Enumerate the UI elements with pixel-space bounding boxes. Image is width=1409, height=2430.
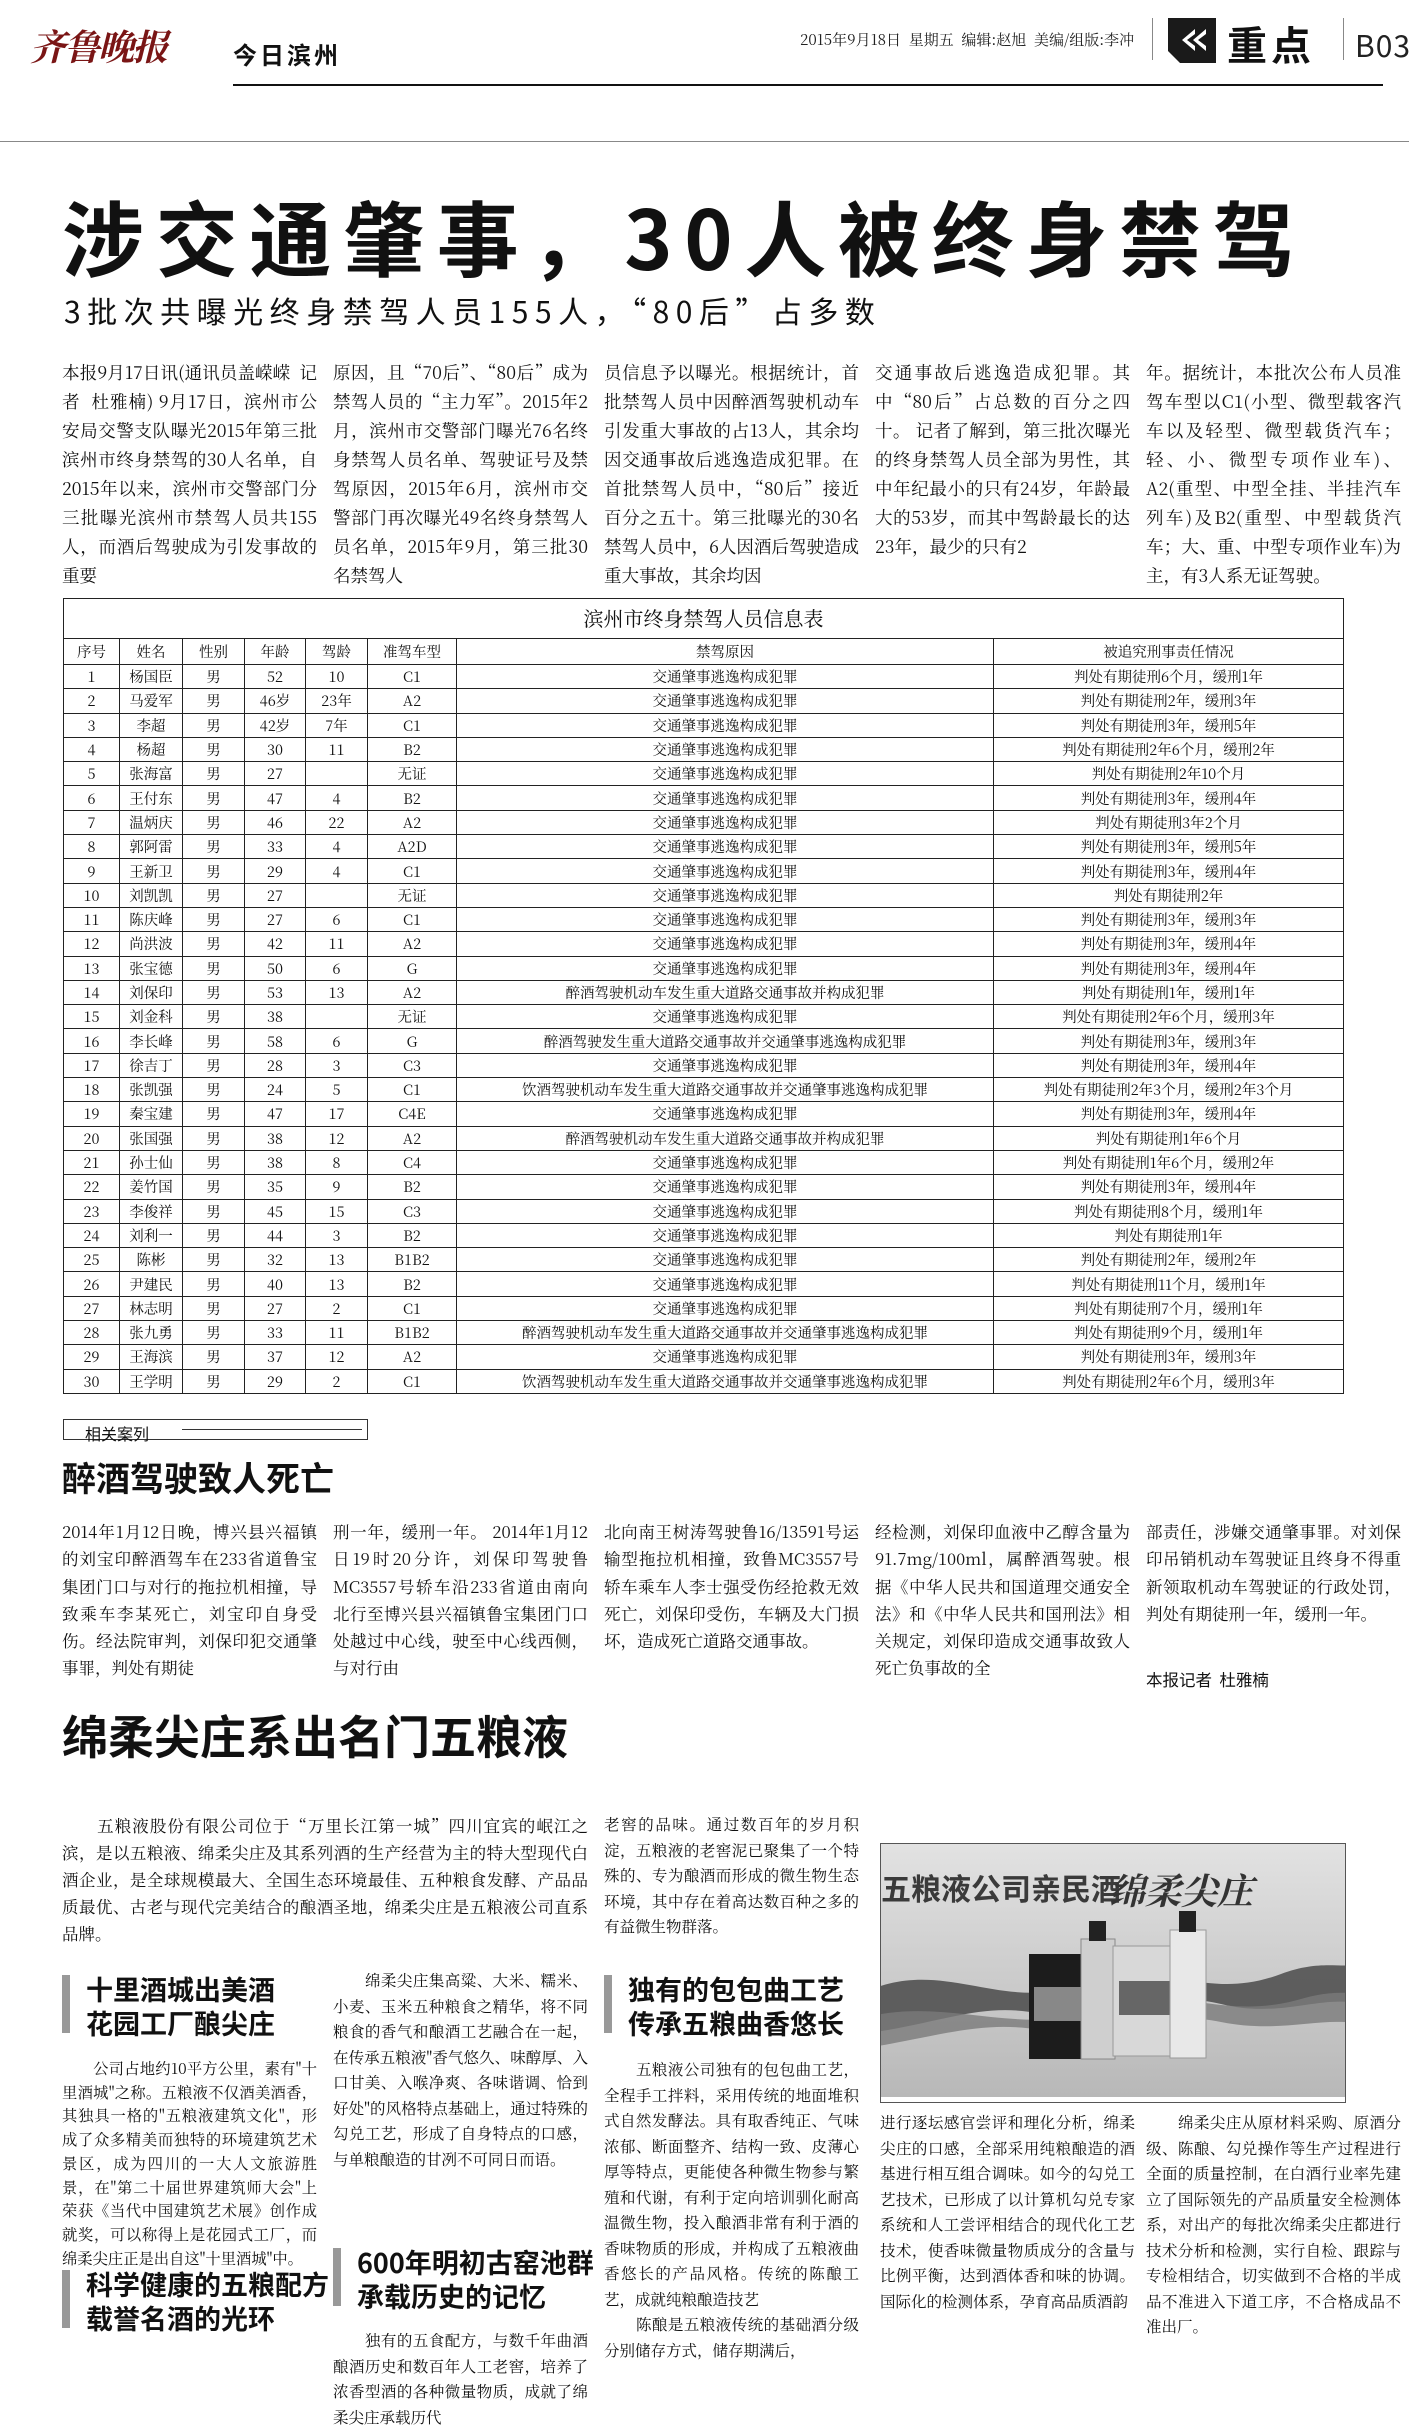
svg-text:绵柔尖庄: 绵柔尖庄 (1109, 1864, 1258, 1915)
svg-text:五粮液公司亲民酒: 五粮液公司亲民酒 (881, 1865, 1121, 1909)
